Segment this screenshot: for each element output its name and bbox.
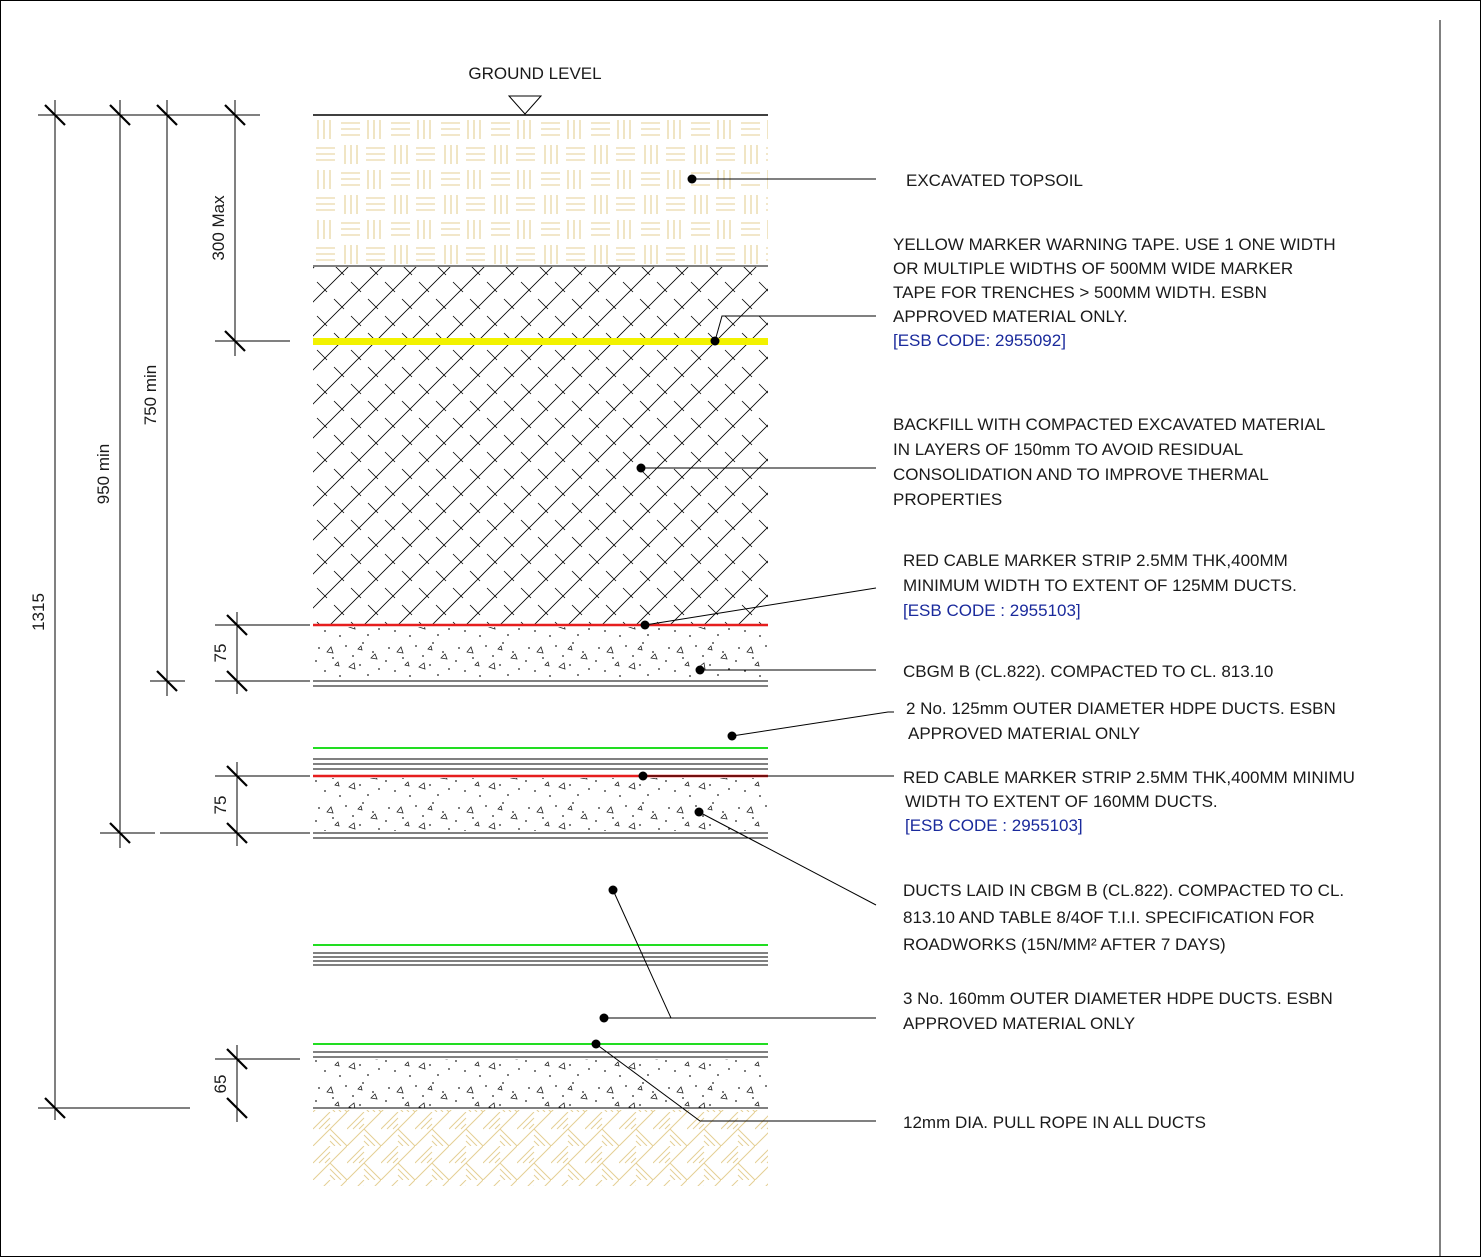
callout-duct-160: 3 No. 160mm OUTER DIAMETER HDPE DUCTS. E… <box>903 989 1338 1033</box>
dim-65: 65 <box>211 1075 230 1094</box>
dim-75-lower: 75 <box>211 796 230 815</box>
dim-300: 300 Max <box>209 195 228 261</box>
dim-75-upper: 75 <box>211 644 230 663</box>
subsoil-layer <box>313 1110 768 1186</box>
cbgm-layer-middle <box>313 778 768 831</box>
dimension-lines <box>38 100 310 1122</box>
topsoil-layer <box>313 117 768 266</box>
ground-level-label: GROUND LEVEL <box>468 64 601 83</box>
callout-backfill: BACKFILL WITH COMPACTED EXCAVATED MATERI… <box>893 415 1329 509</box>
cbgm-bed-layer <box>313 1059 768 1108</box>
leader-dots <box>591 174 737 1049</box>
backfill-layer <box>313 267 768 625</box>
right-margin <box>1441 1 1480 1256</box>
callout-marker-tape: YELLOW MARKER WARNING TAPE. USE 1 ONE WI… <box>893 235 1340 350</box>
callout-ducts-laid: DUCTS LAID IN CBGM B (CL.822). COMPACTED… <box>903 881 1349 954</box>
callout-cbgm: CBGM B (CL.822). COMPACTED TO CL. 813.10 <box>903 662 1273 681</box>
dim-950: 950 min <box>94 444 113 504</box>
dim-750: 750 min <box>141 365 160 425</box>
dim-1315: 1315 <box>29 593 48 631</box>
callout-duct-125: 2 No. 125mm OUTER DIAMETER HDPE DUCTS. E… <box>906 699 1341 743</box>
callout-red-strip-160: RED CABLE MARKER STRIP 2.5MM THK,400MM M… <box>903 768 1360 835</box>
callout-pull-rope: 12mm DIA. PULL ROPE IN ALL DUCTS <box>903 1113 1206 1132</box>
callout-red-strip-125: RED CABLE MARKER STRIP 2.5MM THK,400MM M… <box>903 551 1302 620</box>
leader-lines <box>595 178 894 1122</box>
yellow-marker-tape <box>313 338 768 345</box>
cbgm-layer-upper <box>313 627 768 681</box>
ground-level-marker-icon <box>507 95 543 115</box>
callout-topsoil: EXCAVATED TOPSOIL <box>906 171 1083 190</box>
